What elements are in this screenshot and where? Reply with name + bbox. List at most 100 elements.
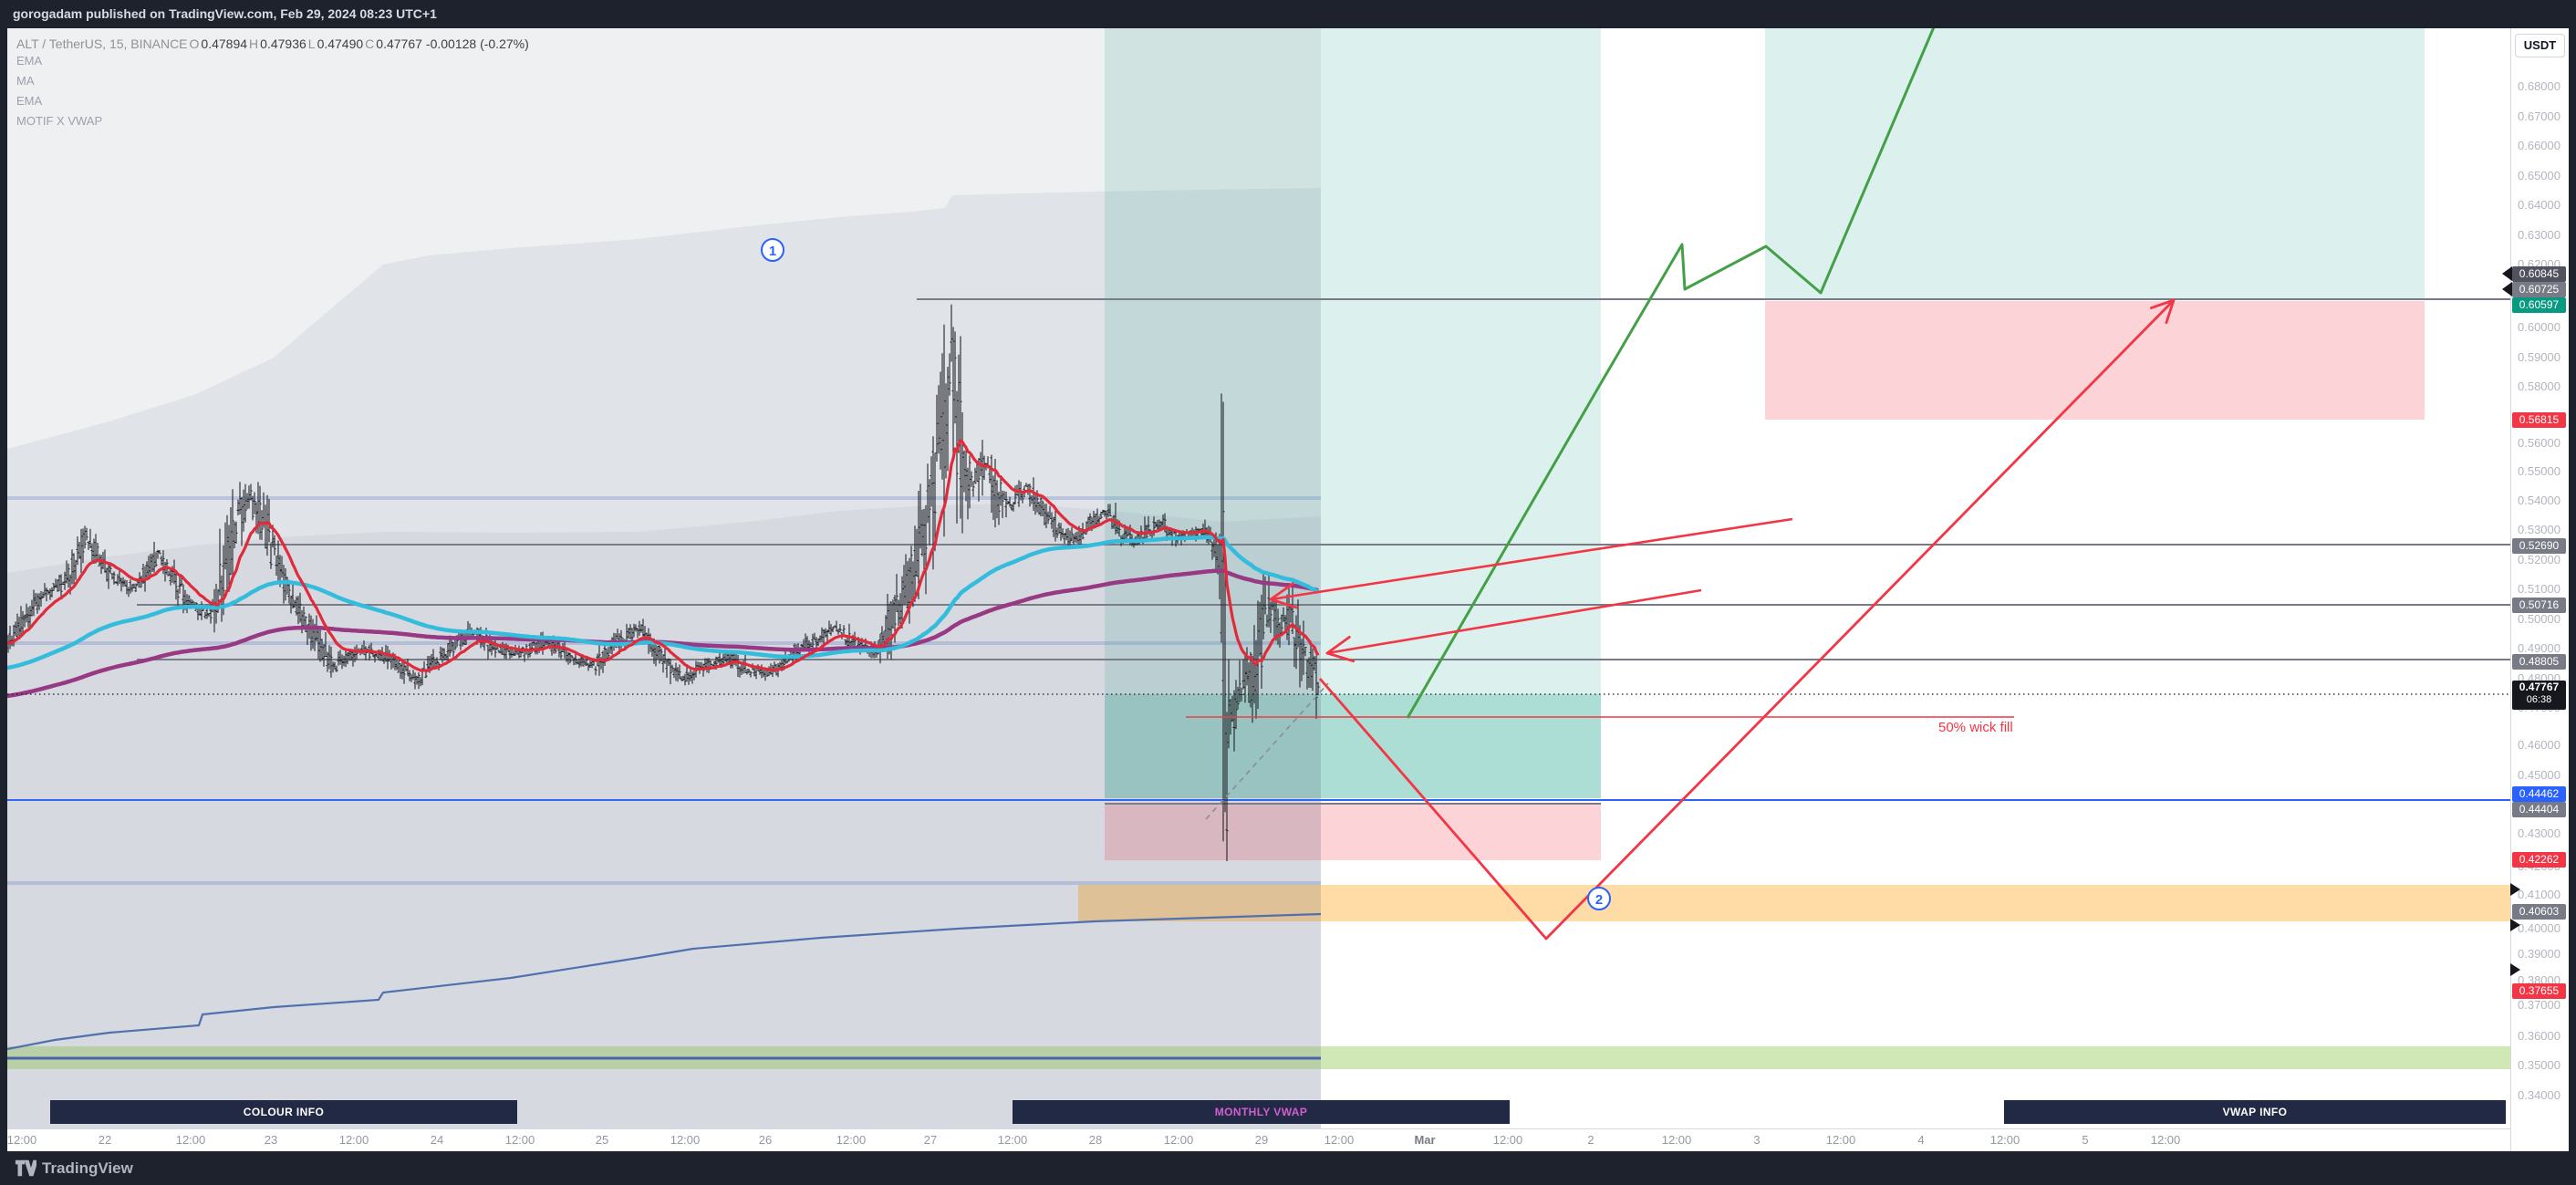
symbol-ohlc-row[interactable]: ALT / TetherUS, 15, BINANCE O 0.47894 H 0.47… [16, 36, 531, 51]
price-tick: 0.59000 [2518, 350, 2560, 364]
time-tick: 2 [1587, 1133, 1594, 1147]
currency-toggle-button[interactable]: USDT [2515, 34, 2565, 57]
time-tick: 3 [1753, 1133, 1761, 1147]
indicator-legend-2[interactable]: EMA [16, 94, 43, 108]
ema-fast-line [7, 439, 1320, 673]
price-tick: 0.45000 [2518, 768, 2560, 782]
info-bar-monthly-vwap[interactable]: MONTHLY VWAP [1013, 1100, 1510, 1124]
time-tick: 28 [1088, 1133, 1103, 1147]
price-tick: 0.37000 [2518, 998, 2560, 1012]
price-tick: 0.53000 [2518, 523, 2560, 536]
ohlc-key: O [189, 36, 200, 51]
price-marker-arrow-icon [2502, 266, 2512, 281]
price-tick: 0.49000 [2518, 641, 2560, 655]
price-label-0.42262: 0.42262 [2512, 851, 2566, 868]
time-tick: 5 [2082, 1133, 2089, 1147]
price-label-0.47767: 0.47767 06:38 [2512, 681, 2566, 710]
indicator-legend-0[interactable]: EMA [16, 54, 43, 68]
price-tick: 0.34000 [2518, 1088, 2560, 1102]
price-label-0.40603: 0.40603 [2512, 903, 2566, 920]
wick-fill-line [1186, 682, 2014, 820]
price-label-0.60597: 0.60597 [2512, 296, 2566, 313]
price-tick: 0.60000 [2518, 320, 2560, 334]
annotation-circle-1[interactable]: 1 [761, 238, 784, 262]
price-tick: 0.43000 [2518, 826, 2560, 840]
price-tick: 0.64000 [2518, 198, 2560, 212]
time-tick: 12:00 [1661, 1133, 1692, 1147]
price-level-lines [7, 298, 2510, 1060]
price-tick: 0.41000 [2518, 888, 2560, 901]
footer-bar: TradingView [0, 1151, 2576, 1185]
info-bar-vwap-info[interactable]: VWAP INFO [2004, 1100, 2506, 1124]
price-tick: 0.52000 [2518, 553, 2560, 567]
symbol-title[interactable]: ALT / TetherUS, 15, BINANCE [16, 36, 188, 51]
price-tick: 0.67000 [2518, 109, 2560, 123]
time-tick: 12:00 [670, 1133, 701, 1147]
price-tick: 0.40000 [2518, 921, 2560, 935]
price-tick: 0.63000 [2518, 228, 2560, 242]
projection-zones [1105, 28, 2425, 860]
price-label-0.52690: 0.52690 [2512, 537, 2566, 554]
price-tick: 0.55000 [2518, 464, 2560, 478]
time-tick: 22 [98, 1133, 112, 1147]
info-bar-colour-info[interactable]: COLOUR INFO [50, 1100, 517, 1124]
price-label-0.44404: 0.44404 [2512, 801, 2566, 817]
time-tick: 12:00 [2150, 1133, 2181, 1147]
price-tick: 0.58000 [2518, 379, 2560, 393]
price-tick: 0.46000 [2518, 738, 2560, 752]
tradingview-brand[interactable]: TradingView [0, 1151, 2576, 1185]
time-tick: 26 [758, 1133, 773, 1147]
price-tick: 0.65000 [2518, 169, 2560, 182]
time-tick: 23 [264, 1133, 278, 1147]
ohlc-key: L [307, 36, 316, 51]
price-marker-arrow-icon [2510, 919, 2520, 931]
price-label-0.50716: 0.50716 [2512, 597, 2566, 613]
time-tick: 29 [1254, 1133, 1269, 1147]
price-label-0.44462: 0.44462 [2512, 785, 2566, 802]
ohlc-key: H [249, 36, 259, 51]
time-tick: 12:00 [1163, 1133, 1194, 1147]
price-label-0.56815: 0.56815 [2512, 411, 2566, 428]
price-marker-arrow-icon [2510, 963, 2520, 976]
projection-drawings [7, 28, 2510, 941]
ohlc-value: 0.47490 [317, 36, 364, 51]
price-change: -0.00128 (-0.27%) [425, 36, 529, 51]
price-tick: 0.56000 [2518, 436, 2560, 450]
price-label-0.48805: 0.48805 [2512, 653, 2566, 670]
price-label-0.60845: 0.60845 [2512, 265, 2566, 282]
time-axis[interactable] [7, 1128, 2510, 1151]
price-tick: 0.39000 [2518, 947, 2560, 961]
price-tick: 0.54000 [2518, 494, 2560, 507]
price-marker-arrow-icon [2510, 883, 2520, 896]
price-label-0.37655: 0.37655 [2512, 982, 2566, 999]
price-tick: 0.50000 [2518, 612, 2560, 626]
annotation-circle-2[interactable]: 2 [1587, 887, 1611, 910]
time-tick: 4 [1917, 1133, 1925, 1147]
time-tick: 12:00 [175, 1133, 206, 1147]
time-tick: Mar [1414, 1133, 1436, 1147]
symbol-legend[interactable]: ALT / TetherUS, 15, BINANCE O 0.47894 H 0.47… [16, 36, 531, 131]
time-tick: 12:00 [997, 1133, 1028, 1147]
ohlc-key: C [365, 36, 375, 51]
ohlc-value: 0.47936 [260, 36, 306, 51]
tradingview-brand-name: TradingView [42, 1159, 133, 1177]
time-tick: 12:00 [504, 1133, 535, 1147]
price-tick: 0.51000 [2518, 582, 2560, 596]
price-tick: 0.36000 [2518, 1029, 2560, 1043]
time-tick: 27 [923, 1133, 938, 1147]
price-tick: 0.68000 [2518, 79, 2560, 93]
indicator-legend-3[interactable]: MOTIF X VWAP [16, 114, 103, 128]
price-label-0.60725: 0.60725 [2512, 281, 2566, 297]
publish-title: gorogadam published on TradingView.com, … [13, 6, 437, 21]
time-tick: 12:00 [6, 1133, 37, 1147]
wick-fill-note[interactable]: 50% wick fill [1938, 720, 2013, 735]
time-tick: 12:00 [338, 1133, 369, 1147]
time-tick: 12:00 [1825, 1133, 1856, 1147]
history-dim-overlay [7, 28, 1321, 1128]
indicator-legend-1[interactable]: MA [16, 74, 35, 88]
monthly-vwap-line [7, 912, 1322, 1051]
time-tick: 12:00 [1989, 1133, 2020, 1147]
time-tick: 25 [595, 1133, 609, 1147]
